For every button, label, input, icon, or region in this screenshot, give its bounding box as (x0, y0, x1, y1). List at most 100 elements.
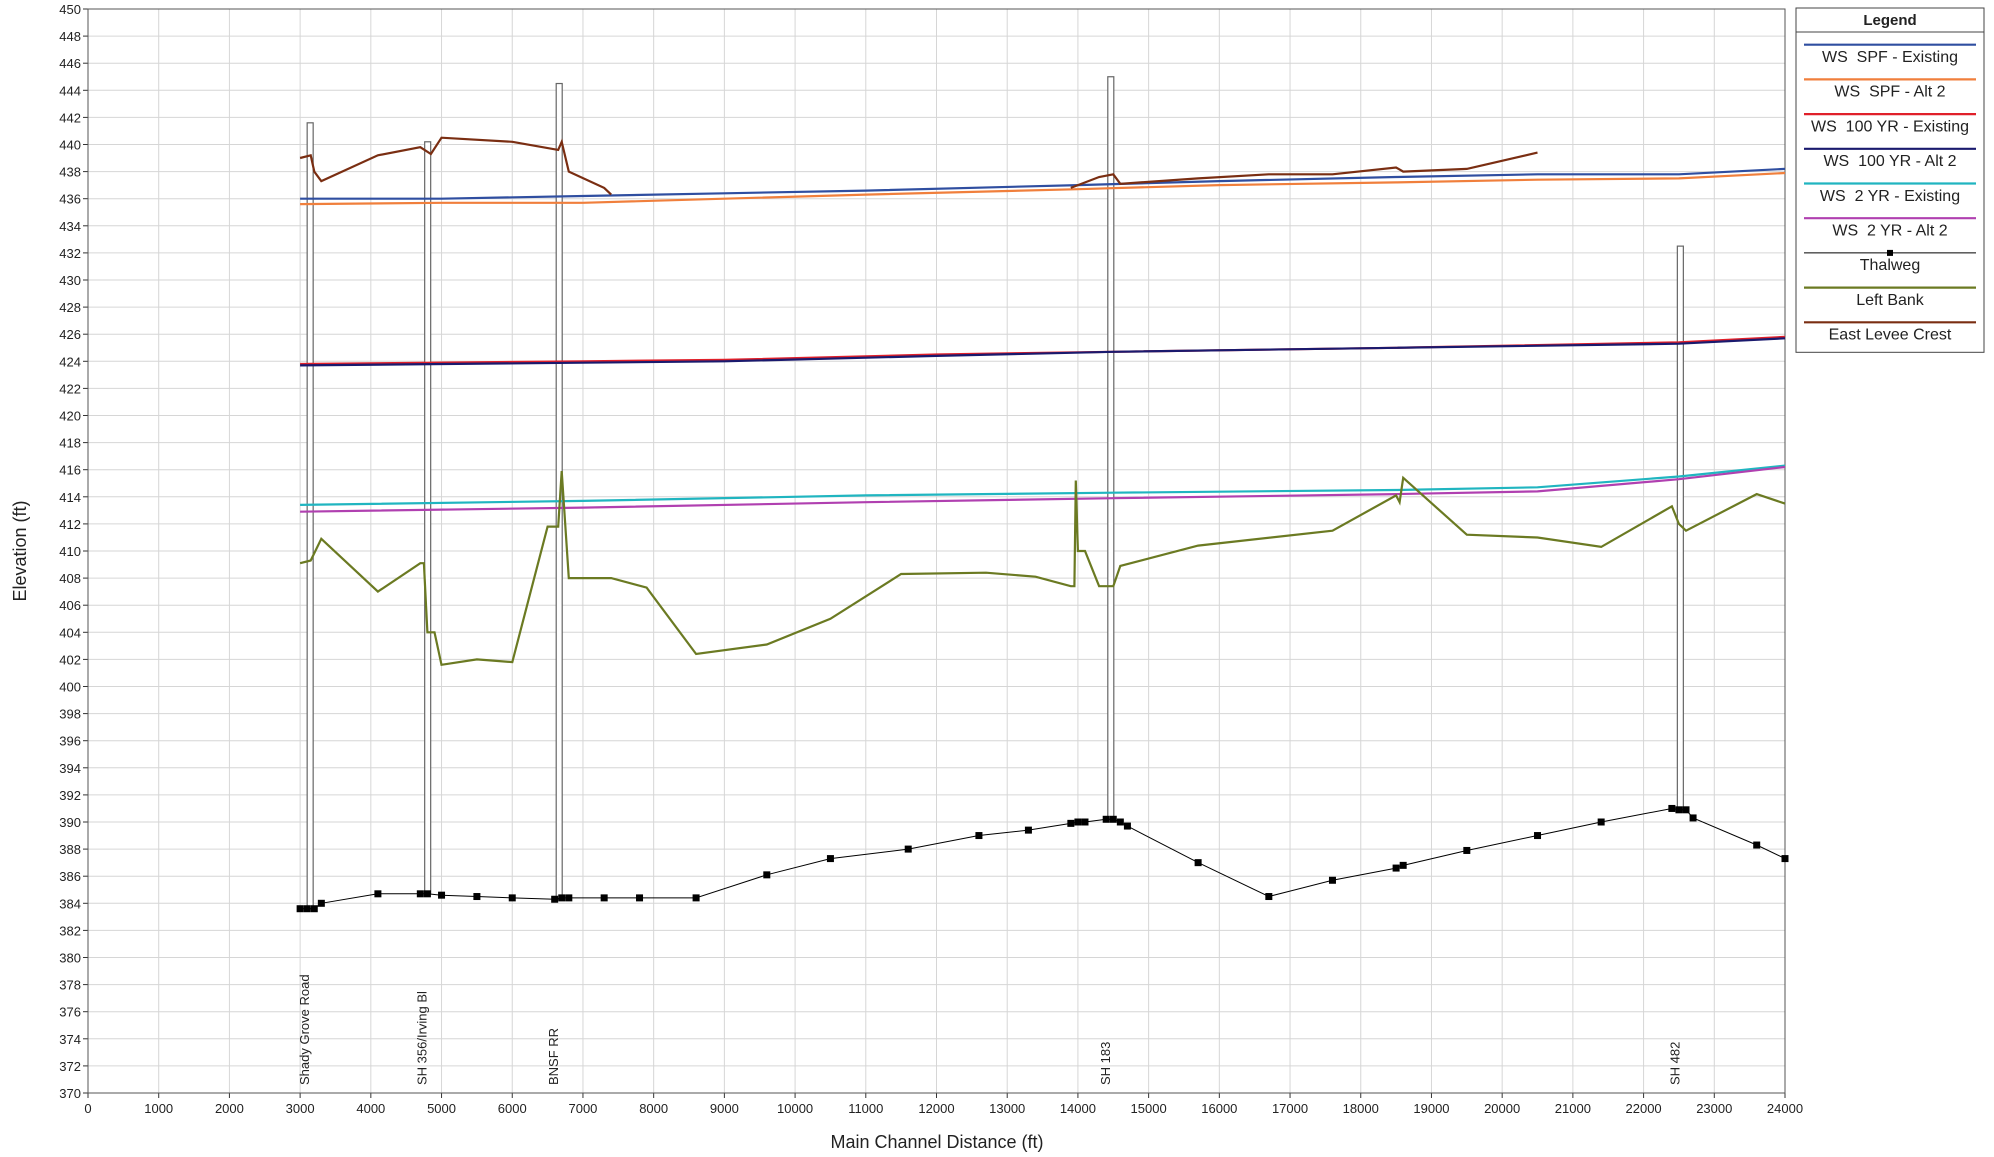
x-tick-label: 1000 (144, 1101, 173, 1116)
legend-box (1795, 7, 1985, 353)
x-axis-title: Main Channel Distance (ft) (830, 1132, 1043, 1152)
x-tick-label: 23000 (1696, 1101, 1732, 1116)
x-tick-label: 17000 (1272, 1101, 1308, 1116)
legend-marker (1887, 249, 1893, 256)
series-marker (317, 899, 325, 907)
x-tick-label: 16000 (1201, 1101, 1237, 1116)
series-marker (1675, 806, 1683, 814)
legend-label: Thalweg (1860, 257, 1920, 274)
series-marker (423, 890, 431, 898)
x-tick-label: 6000 (498, 1101, 527, 1116)
y-tick-label: 402 (59, 652, 81, 667)
legend-label: WS 2 YR - Existing (1820, 188, 1960, 205)
y-axis-title: Elevation (ft) (10, 500, 30, 601)
series-marker (826, 855, 834, 863)
y-tick-label: 434 (59, 219, 81, 234)
y-tick-label: 382 (59, 923, 81, 938)
x-tick-label: 4000 (356, 1101, 385, 1116)
x-tick-label: 0 (84, 1101, 91, 1116)
series-line (300, 464, 1786, 506)
y-tick-label: 384 (59, 896, 81, 911)
y-tick-label: 444 (59, 83, 81, 98)
y-tick-label: 380 (59, 951, 81, 966)
legend-label: WS 100 YR - Existing (1811, 118, 1969, 135)
series-marker (763, 871, 771, 879)
y-tick-label: 424 (59, 354, 81, 369)
y-tick-label: 440 (59, 138, 81, 153)
legend-label: WS SPF - Alt 2 (1834, 84, 1945, 101)
series-marker (558, 894, 566, 902)
y-tick-label: 450 (59, 2, 81, 17)
series-marker (1597, 818, 1605, 826)
y-tick-label: 394 (59, 761, 81, 776)
structure-label: SH 482 (1667, 1042, 1682, 1085)
series-marker (1074, 818, 1082, 826)
x-tick-label: 12000 (918, 1101, 954, 1116)
structure-label: BNSF RR (546, 1028, 561, 1085)
series-marker (904, 845, 912, 853)
y-tick-label: 446 (59, 56, 81, 71)
series-marker (1399, 861, 1407, 869)
series-marker (1463, 846, 1471, 854)
series-line (299, 471, 1786, 667)
structure-label: SH 356/Irving Bl (415, 991, 430, 1085)
x-tick-label: 8000 (639, 1101, 668, 1116)
series-marker (1123, 822, 1131, 830)
y-tick-label: 400 (59, 680, 81, 695)
series-marker (1682, 806, 1690, 814)
series-marker (1024, 826, 1032, 834)
structure (306, 122, 314, 910)
structure (424, 141, 432, 895)
y-tick-label: 398 (59, 707, 81, 722)
series-marker (310, 905, 318, 913)
y-tick-label: 414 (59, 490, 81, 505)
series-marker (692, 894, 700, 902)
y-tick-label: 422 (59, 381, 81, 396)
series-marker (438, 891, 446, 899)
series-marker (1534, 832, 1542, 840)
y-tick-label: 370 (59, 1086, 81, 1101)
series-marker (1328, 876, 1336, 884)
structure-label: Shady Grove Road (297, 974, 312, 1085)
y-tick-label: 436 (59, 192, 81, 207)
series-marker (508, 894, 516, 902)
x-tick-label: 9000 (710, 1101, 739, 1116)
series-marker (975, 832, 983, 840)
y-tick-label: 432 (59, 246, 81, 261)
series-marker (1102, 815, 1110, 823)
y-tick-label: 442 (59, 110, 81, 125)
x-tick-label: 22000 (1626, 1101, 1662, 1116)
y-tick-label: 388 (59, 842, 81, 857)
series-line (300, 171, 1786, 206)
series-marker (551, 895, 559, 903)
y-tick-label: 438 (59, 165, 81, 180)
x-tick-label: 2000 (215, 1101, 244, 1116)
y-tick-label: 448 (59, 29, 81, 44)
series-marker (1081, 818, 1089, 826)
x-tick-label: 3000 (286, 1101, 315, 1116)
series-marker (636, 894, 644, 902)
legend-label: East Levee Crest (1829, 327, 1952, 344)
y-tick-label: 376 (59, 1005, 81, 1020)
y-tick-label: 404 (59, 625, 81, 640)
x-tick-label: 18000 (1343, 1101, 1379, 1116)
x-tick-label: 24000 (1767, 1101, 1803, 1116)
structure-label: SH 183 (1098, 1042, 1113, 1085)
y-tick-label: 390 (59, 815, 81, 830)
series-marker (296, 905, 304, 913)
y-tick-label: 428 (59, 300, 81, 315)
x-tick-label: 20000 (1484, 1101, 1520, 1116)
y-tick-label: 386 (59, 869, 81, 884)
series-line (300, 167, 1786, 200)
legend-title: Legend (1863, 12, 1916, 29)
y-tick-label: 372 (59, 1059, 81, 1074)
x-tick-label: 11000 (848, 1101, 883, 1116)
legend-label: WS 2 YR - Alt 2 (1832, 223, 1947, 240)
y-tick-label: 392 (59, 788, 81, 803)
series-marker (1116, 818, 1124, 826)
y-tick-label: 378 (59, 978, 81, 993)
y-tick-label: 412 (59, 517, 81, 532)
y-tick-label: 416 (59, 463, 81, 478)
